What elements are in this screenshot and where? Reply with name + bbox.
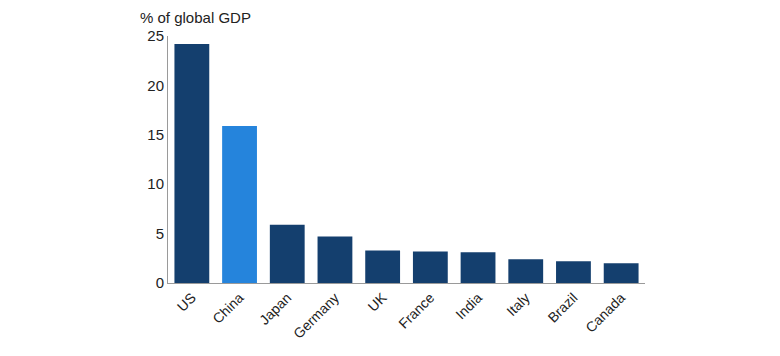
svg-text:China: China — [209, 289, 246, 326]
svg-text:25: 25 — [147, 27, 164, 44]
svg-text:Italy: Italy — [503, 290, 532, 319]
svg-text:Canada: Canada — [582, 289, 628, 335]
svg-text:Japan: Japan — [256, 290, 294, 328]
svg-text:India: India — [452, 289, 485, 322]
svg-text:5: 5 — [156, 225, 164, 242]
svg-text:Brazil: Brazil — [544, 290, 580, 326]
svg-text:% of global GDP: % of global GDP — [140, 9, 251, 26]
svg-text:10: 10 — [147, 175, 164, 192]
svg-text:US: US — [174, 290, 199, 315]
svg-text:20: 20 — [147, 77, 164, 94]
svg-text:0: 0 — [156, 274, 164, 291]
svg-text:France: France — [395, 289, 437, 331]
svg-text:Germany: Germany — [290, 290, 342, 342]
svg-text:UK: UK — [365, 289, 391, 315]
svg-text:15: 15 — [147, 126, 164, 143]
